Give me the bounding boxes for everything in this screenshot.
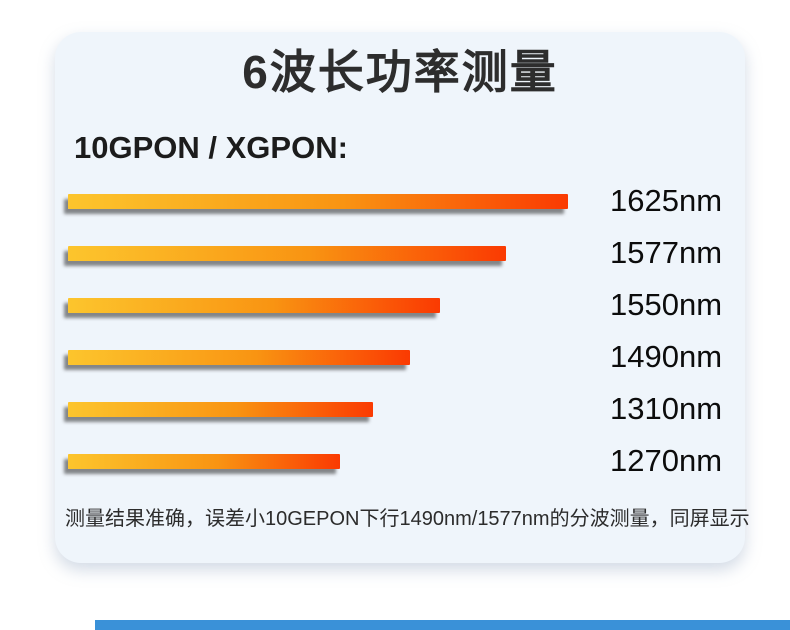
wavelength-bar: [68, 454, 340, 469]
wavelength-bar: [68, 246, 506, 261]
wavelength-bar: [68, 350, 410, 365]
feature-card: [55, 32, 745, 563]
wavelength-label: 1625nm: [610, 183, 723, 218]
wavelength-label: 1270nm: [610, 443, 723, 478]
page-title: 6波长功率测量: [242, 46, 558, 98]
group-label: 10GPON / XGPON:: [74, 130, 348, 165]
wavelength-bar: [68, 402, 373, 417]
wavelength-label: 1310nm: [610, 391, 723, 426]
wavelength-label: 1577nm: [610, 235, 723, 270]
wavelength-label: 1490nm: [610, 339, 723, 374]
measurement-note: 测量结果准确，误差小10GEPON下行1490nm/1577nm的分波测量，同屏…: [65, 508, 750, 530]
next-section-edge: [95, 620, 790, 630]
wavelength-label: 1550nm: [610, 287, 723, 322]
wavelength-bar: [68, 194, 568, 209]
wavelength-bar: [68, 298, 440, 313]
